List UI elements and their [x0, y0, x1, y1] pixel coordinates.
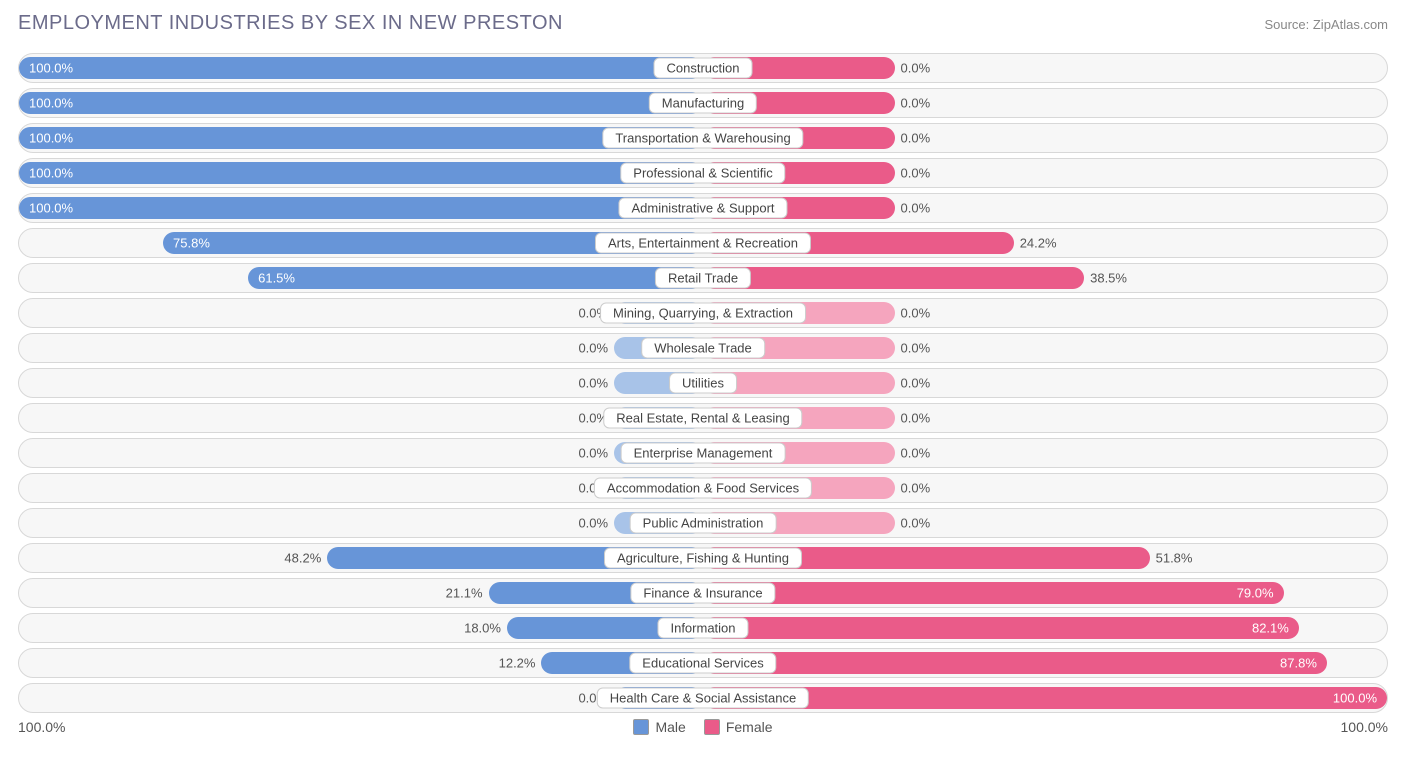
female-value: 0.0%	[901, 166, 931, 181]
male-bar: 100.0%	[19, 162, 703, 184]
legend-female: Female	[704, 719, 773, 735]
female-value: 0.0%	[901, 341, 931, 356]
male-value: 12.2%	[499, 656, 536, 671]
male-bar: 100.0%	[19, 57, 703, 79]
male-value: 18.0%	[464, 621, 501, 636]
category-label: Agriculture, Fishing & Hunting	[604, 548, 802, 569]
chart-footer: 100.0% Male Female 100.0%	[18, 719, 1388, 735]
chart-row: 100.0% 0.0% Manufacturing	[18, 88, 1388, 118]
category-label: Public Administration	[630, 513, 777, 534]
male-value: 21.1%	[446, 586, 483, 601]
female-value: 0.0%	[901, 131, 931, 146]
chart-source: Source: ZipAtlas.com	[1264, 17, 1388, 32]
male-value: 0.0%	[578, 516, 608, 531]
category-label: Arts, Entertainment & Recreation	[595, 233, 811, 254]
male-bar: 61.5%	[248, 267, 703, 289]
male-bar: 100.0%	[19, 127, 703, 149]
legend-male-label: Male	[655, 719, 685, 735]
female-value: 100.0%	[1333, 691, 1377, 706]
male-value: 0.0%	[578, 341, 608, 356]
female-value: 0.0%	[901, 306, 931, 321]
category-label: Mining, Quarrying, & Extraction	[600, 303, 806, 324]
category-label: Real Estate, Rental & Leasing	[603, 408, 802, 429]
chart-row: 0.0%100.0%Health Care & Social Assistanc…	[18, 683, 1388, 713]
male-value: 100.0%	[29, 131, 73, 146]
female-value: 0.0%	[901, 516, 931, 531]
male-bar: 100.0%	[19, 197, 703, 219]
chart-row: 12.2% 87.8% Educational Services	[18, 648, 1388, 678]
category-label: Manufacturing	[649, 93, 757, 114]
chart-row: 0.0% 0.0% Public Administration	[18, 508, 1388, 538]
female-bar: 87.8%	[703, 652, 1327, 674]
category-label: Information	[657, 618, 748, 639]
diverging-bar-chart: 100.0% 0.0% Construction 100.0% 0.0% Manufact…	[18, 53, 1388, 713]
chart-row: 100.0% 0.0% Administrative & Support	[18, 193, 1388, 223]
legend-female-label: Female	[726, 719, 773, 735]
axis-left-label: 100.0%	[18, 719, 65, 735]
female-value: 51.8%	[1156, 551, 1193, 566]
chart-row: 100.0% 0.0% Construction	[18, 53, 1388, 83]
male-value: 0.0%	[578, 376, 608, 391]
male-value: 0.0%	[578, 446, 608, 461]
category-label: Health Care & Social Assistance	[597, 688, 809, 709]
category-label: Enterprise Management	[621, 443, 786, 464]
female-value: 82.1%	[1252, 621, 1289, 636]
female-value: 24.2%	[1020, 236, 1057, 251]
female-swatch	[704, 719, 720, 735]
axis-right-label: 100.0%	[1341, 719, 1388, 735]
male-value: 61.5%	[258, 271, 295, 286]
female-value: 0.0%	[901, 411, 931, 426]
chart-row: 100.0% 0.0% Professional & Scientific	[18, 158, 1388, 188]
category-label: Accommodation & Food Services	[594, 478, 812, 499]
male-value: 48.2%	[284, 551, 321, 566]
male-bar: 100.0%	[19, 92, 703, 114]
chart-row: 61.5% 38.5% Retail Trade	[18, 263, 1388, 293]
category-label: Retail Trade	[655, 268, 751, 289]
legend-male: Male	[633, 719, 685, 735]
category-label: Finance & Insurance	[630, 583, 775, 604]
chart-row: 0.0%0.0%Mining, Quarrying, & Extraction	[18, 298, 1388, 328]
female-value: 79.0%	[1237, 586, 1274, 601]
male-value: 100.0%	[29, 61, 73, 76]
female-value: 0.0%	[901, 481, 931, 496]
female-value: 0.0%	[901, 61, 931, 76]
male-value: 100.0%	[29, 201, 73, 216]
category-label: Utilities	[669, 373, 737, 394]
female-value: 87.8%	[1280, 656, 1317, 671]
female-bar: 82.1%	[703, 617, 1299, 639]
chart-title: EMPLOYMENT INDUSTRIES BY SEX IN NEW PRES…	[18, 12, 563, 35]
category-label: Wholesale Trade	[641, 338, 765, 359]
chart-header: EMPLOYMENT INDUSTRIES BY SEX IN NEW PRES…	[18, 12, 1388, 35]
chart-row: 0.0%0.0%Accommodation & Food Services	[18, 473, 1388, 503]
legend: Male Female	[633, 719, 772, 735]
male-value: 100.0%	[29, 96, 73, 111]
chart-row: 0.0% 0.0% Enterprise Management	[18, 438, 1388, 468]
female-value: 0.0%	[901, 376, 931, 391]
female-bar	[703, 267, 1084, 289]
female-value: 0.0%	[901, 201, 931, 216]
category-label: Administrative & Support	[618, 198, 787, 219]
male-swatch	[633, 719, 649, 735]
female-value: 0.0%	[901, 96, 931, 111]
chart-row: 18.0% 82.1% Information	[18, 613, 1388, 643]
category-label: Construction	[654, 58, 753, 79]
category-label: Educational Services	[629, 653, 776, 674]
female-value: 0.0%	[901, 446, 931, 461]
category-label: Professional & Scientific	[620, 163, 785, 184]
chart-row: 0.0%0.0%Real Estate, Rental & Leasing	[18, 403, 1388, 433]
female-value: 38.5%	[1090, 271, 1127, 286]
chart-row: 0.0% 0.0% Wholesale Trade	[18, 333, 1388, 363]
female-bar: 79.0%	[703, 582, 1284, 604]
chart-row: 21.1% 79.0% Finance & Insurance	[18, 578, 1388, 608]
chart-row: 48.2% 51.8% Agriculture, Fishing & Hunting	[18, 543, 1388, 573]
category-label: Transportation & Warehousing	[602, 128, 803, 149]
chart-row: 0.0% 0.0% Utilities	[18, 368, 1388, 398]
chart-row: 75.8% 24.2% Arts, Entertainment & Recreati…	[18, 228, 1388, 258]
male-value: 100.0%	[29, 166, 73, 181]
chart-row: 100.0% 0.0% Transportation & Warehousing	[18, 123, 1388, 153]
male-value: 75.8%	[173, 236, 210, 251]
